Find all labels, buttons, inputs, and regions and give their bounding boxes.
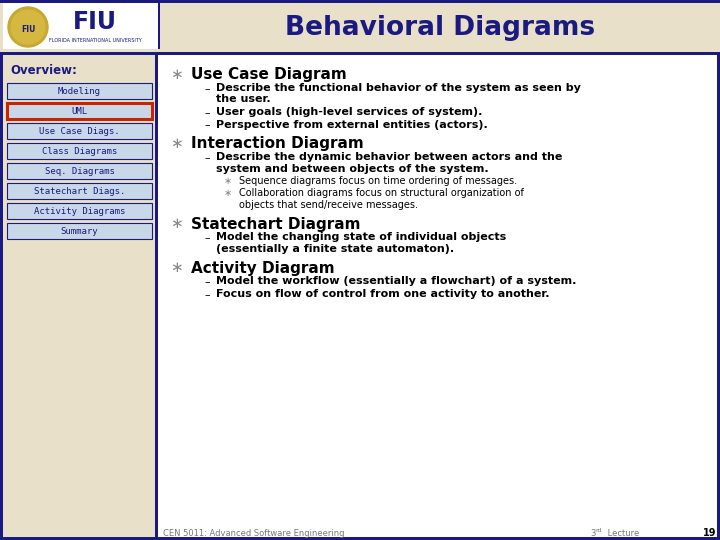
Text: ∗: ∗ bbox=[224, 188, 232, 199]
Bar bbox=[0, 55, 3, 540]
Text: Interaction Diagram: Interaction Diagram bbox=[191, 136, 364, 151]
FancyBboxPatch shape bbox=[7, 223, 152, 239]
Text: Summary: Summary bbox=[60, 226, 99, 235]
Text: (essentially a finite state automaton).: (essentially a finite state automaton). bbox=[216, 244, 454, 254]
Text: ∗: ∗ bbox=[224, 176, 232, 186]
FancyBboxPatch shape bbox=[7, 163, 152, 179]
Text: –: – bbox=[204, 153, 210, 163]
Text: UML: UML bbox=[71, 106, 88, 116]
Text: –: – bbox=[204, 108, 210, 118]
Text: FLORIDA INTERNATIONAL UNIVERSITY: FLORIDA INTERNATIONAL UNIVERSITY bbox=[48, 37, 141, 43]
Text: –: – bbox=[204, 278, 210, 287]
Text: Seq. Diagrams: Seq. Diagrams bbox=[45, 166, 114, 176]
Text: ∗: ∗ bbox=[170, 67, 182, 82]
Text: objects that send/receive messages.: objects that send/receive messages. bbox=[239, 200, 418, 210]
Text: Statechart Diags.: Statechart Diags. bbox=[34, 186, 125, 195]
Text: Model the changing state of individual objects: Model the changing state of individual o… bbox=[216, 233, 506, 242]
Text: Class Diagrams: Class Diagrams bbox=[42, 146, 117, 156]
FancyBboxPatch shape bbox=[7, 103, 152, 119]
Text: rd: rd bbox=[595, 528, 601, 532]
Text: –: – bbox=[204, 290, 210, 300]
Bar bbox=[0, 52, 720, 55]
Text: 19: 19 bbox=[703, 528, 716, 538]
Bar bbox=[0, 537, 720, 540]
Text: ∗: ∗ bbox=[170, 136, 182, 151]
Text: Perspective from external entities (actors).: Perspective from external entities (acto… bbox=[216, 119, 487, 130]
Text: ∗: ∗ bbox=[170, 260, 182, 275]
Text: Describe the functional behavior of the system as seen by: Describe the functional behavior of the … bbox=[216, 83, 581, 93]
Text: User goals (high-level services of system).: User goals (high-level services of syste… bbox=[216, 107, 482, 117]
Bar bbox=[0, 3, 720, 52]
Circle shape bbox=[8, 7, 48, 47]
Text: Focus on flow of control from one activity to another.: Focus on flow of control from one activi… bbox=[216, 289, 549, 299]
Text: CEN 5011: Advanced Software Engineering: CEN 5011: Advanced Software Engineering bbox=[163, 529, 344, 537]
FancyBboxPatch shape bbox=[7, 203, 152, 219]
Bar bbox=[3, 55, 155, 540]
Text: Modeling: Modeling bbox=[58, 86, 101, 96]
Bar bbox=[158, 3, 160, 49]
Text: Collaboration diagrams focus on structural organization of: Collaboration diagrams focus on structur… bbox=[239, 188, 524, 199]
Text: Describe the dynamic behavior between actors and the: Describe the dynamic behavior between ac… bbox=[216, 152, 562, 162]
Text: system and between objects of the system.: system and between objects of the system… bbox=[216, 164, 489, 173]
Circle shape bbox=[11, 10, 45, 44]
Text: –: – bbox=[204, 84, 210, 94]
Text: Overview:: Overview: bbox=[10, 64, 77, 78]
Text: Sequence diagrams focus on time ordering of messages.: Sequence diagrams focus on time ordering… bbox=[239, 176, 517, 186]
Text: FIU: FIU bbox=[21, 25, 35, 35]
Bar bbox=[158, 55, 720, 540]
Text: 3: 3 bbox=[590, 529, 595, 537]
Text: Use Case Diags.: Use Case Diags. bbox=[39, 126, 120, 136]
FancyBboxPatch shape bbox=[7, 123, 152, 139]
Text: Model the workflow (essentially a flowchart) of a system.: Model the workflow (essentially a flowch… bbox=[216, 276, 577, 287]
FancyBboxPatch shape bbox=[7, 183, 152, 199]
Text: Behavioral Diagrams: Behavioral Diagrams bbox=[285, 15, 595, 41]
Text: FIU: FIU bbox=[73, 10, 117, 34]
Text: –: – bbox=[204, 233, 210, 244]
Bar bbox=[717, 55, 720, 540]
Text: Statechart Diagram: Statechart Diagram bbox=[191, 217, 361, 232]
FancyBboxPatch shape bbox=[7, 143, 152, 159]
Bar bbox=[3, 3, 158, 49]
Text: Use Case Diagram: Use Case Diagram bbox=[191, 67, 347, 82]
Text: –: – bbox=[204, 120, 210, 131]
Bar bbox=[155, 55, 158, 540]
Text: Activity Diagram: Activity Diagram bbox=[191, 260, 335, 275]
Bar bbox=[0, 0, 720, 3]
FancyBboxPatch shape bbox=[7, 83, 152, 99]
Text: Activity Diagrams: Activity Diagrams bbox=[34, 206, 125, 215]
Text: Lecture: Lecture bbox=[605, 529, 639, 537]
Text: ∗: ∗ bbox=[170, 217, 182, 232]
Text: the user.: the user. bbox=[216, 94, 271, 105]
